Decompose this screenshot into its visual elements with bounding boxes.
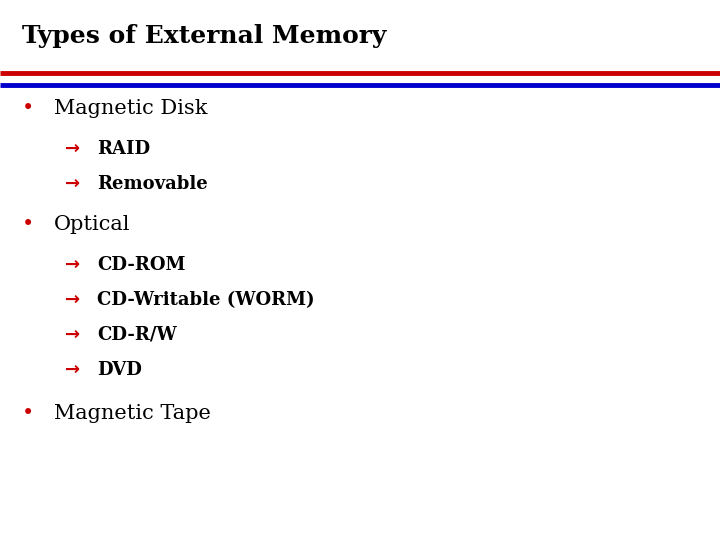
Text: •: • [22, 214, 34, 234]
Text: →: → [65, 291, 80, 309]
Text: →: → [65, 174, 80, 193]
Text: Removable: Removable [97, 174, 208, 193]
Text: DVD: DVD [97, 361, 142, 379]
Text: Types of External Memory: Types of External Memory [22, 24, 386, 48]
Text: Magnetic Disk: Magnetic Disk [54, 98, 207, 118]
Text: Optical: Optical [54, 214, 130, 234]
Text: →: → [65, 139, 80, 158]
Text: •: • [22, 403, 34, 423]
Text: →: → [65, 255, 80, 274]
Text: CD-ROM: CD-ROM [97, 255, 186, 274]
Text: →: → [65, 361, 80, 379]
Text: Magnetic Tape: Magnetic Tape [54, 403, 211, 423]
Text: RAID: RAID [97, 139, 150, 158]
Text: CD-Writable (WORM): CD-Writable (WORM) [97, 291, 315, 309]
Text: •: • [22, 98, 34, 118]
Text: →: → [65, 326, 80, 344]
Text: CD-R/W: CD-R/W [97, 326, 177, 344]
